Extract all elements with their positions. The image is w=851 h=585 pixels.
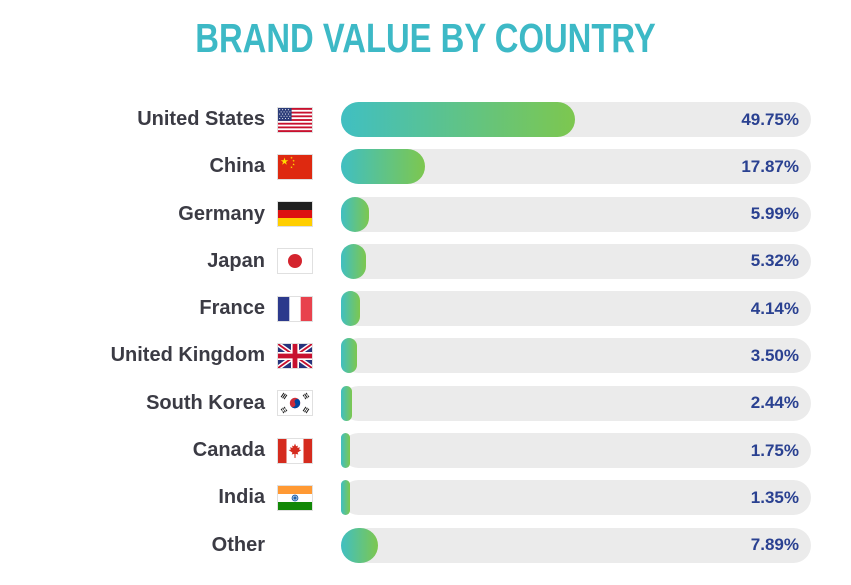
chart-row: South Korea 2.44%	[0, 385, 811, 421]
chart-title: BRAND VALUE BY COUNTRY	[195, 15, 656, 61]
chart-row: United States 49.75%	[0, 102, 811, 137]
country-label: China	[209, 155, 265, 178]
country-label: Japan	[207, 249, 265, 272]
chart-row: Japan 5.32%	[0, 243, 811, 279]
bar-fill	[341, 243, 366, 279]
bar-track: 3.50%	[341, 338, 811, 374]
country-label: United States	[137, 108, 265, 130]
bar-track: 1.75%	[341, 433, 811, 469]
chart-row: Other 7.89%	[0, 527, 811, 563]
bar-value-label: 5.32%	[750, 251, 799, 271]
brand-value-chart: BRAND VALUE BY COUNTRY United States 49.…	[0, 16, 851, 585]
bar-fill	[341, 433, 350, 469]
chart-row: United Kingdom 3.50%	[0, 338, 811, 374]
bar-track: 4.14%	[341, 291, 811, 327]
bar-track: 2.44%	[341, 385, 811, 421]
bar-track: 7.89%	[341, 527, 811, 563]
bar-fill	[341, 149, 425, 185]
south-korea-flag-icon	[278, 391, 312, 416]
bar-track: 17.87%	[341, 149, 811, 185]
country-label: Germany	[178, 202, 265, 225]
india-flag-icon	[278, 485, 312, 510]
country-label: France	[199, 297, 265, 320]
bar-fill	[341, 196, 370, 232]
bar-fill	[341, 102, 575, 137]
japan-flag-icon	[278, 249, 312, 274]
bar-rows: United States 49.75% China 17.87% German…	[0, 102, 811, 563]
flag-icon	[278, 533, 312, 557]
bar-fill	[341, 480, 350, 516]
bar-track: 5.99%	[341, 196, 811, 232]
country-label: South Korea	[146, 391, 265, 414]
country-label: India	[218, 486, 265, 509]
bar-fill	[341, 385, 353, 421]
chart-row: France 4.14%	[0, 291, 811, 327]
bar-value-label: 5.99%	[750, 204, 799, 224]
canada-flag-icon	[278, 438, 312, 463]
bar-fill	[341, 291, 361, 327]
us-flag-icon	[278, 107, 312, 132]
uk-flag-icon	[278, 343, 312, 368]
chart-row: India 1.35%	[0, 480, 811, 516]
bar-fill	[341, 527, 379, 563]
bar-track: 49.75%	[341, 102, 811, 137]
france-flag-icon	[278, 296, 312, 321]
bar-value-label: 1.75%	[750, 440, 799, 460]
bar-value-label: 4.14%	[750, 298, 799, 318]
bar-value-label: 2.44%	[750, 393, 799, 413]
country-label: United Kingdom	[110, 344, 265, 367]
bar-track: 1.35%	[341, 480, 811, 516]
bar-value-label: 3.50%	[750, 345, 799, 365]
chart-row: Germany 5.99%	[0, 196, 811, 232]
bar-track: 5.32%	[341, 243, 811, 279]
chart-row: China 17.87%	[0, 149, 811, 185]
germany-flag-icon	[278, 202, 312, 227]
bar-value-label: 1.35%	[750, 487, 799, 507]
country-label: Canada	[192, 439, 265, 462]
bar-value-label: 7.89%	[750, 535, 799, 555]
bar-value-label: 17.87%	[741, 156, 799, 176]
country-label: Other	[211, 533, 265, 556]
chart-row: Canada 1.75%	[0, 433, 811, 469]
china-flag-icon	[278, 154, 312, 179]
bar-value-label: 49.75%	[741, 109, 799, 129]
bar-fill	[341, 338, 358, 374]
